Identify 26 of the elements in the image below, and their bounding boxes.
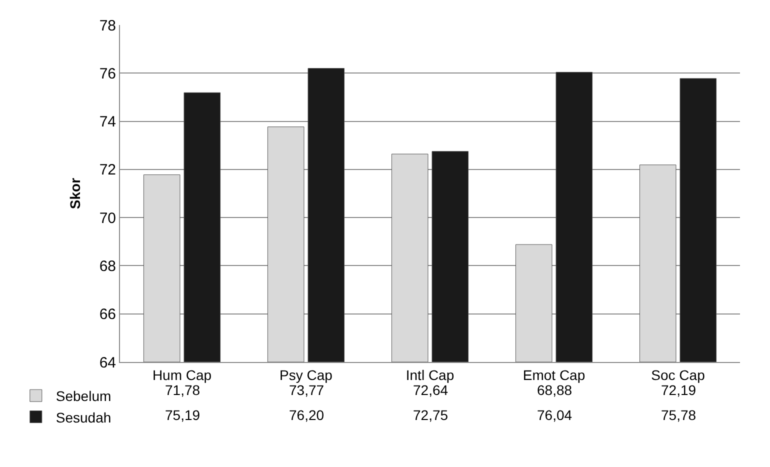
y-tick-label: 66 [99, 306, 116, 324]
y-axis-title: Skor [66, 177, 83, 210]
y-tick-label: 70 [99, 210, 116, 227]
data-label: 72,75 [413, 407, 448, 423]
legend-label: Sebelum [56, 388, 112, 404]
x-tick-label: Hum Cap [152, 366, 212, 383]
x-tick-label: Soc Cap [651, 366, 706, 383]
legend-label: Sesudah [56, 409, 112, 426]
y-tick-label: 68 [99, 258, 116, 275]
y-tick-label: 72 [99, 162, 116, 179]
data-label: 75,78 [661, 407, 696, 423]
y-tick-label: 64 [99, 354, 116, 372]
y-tick-label: 76 [99, 65, 116, 82]
data-label: 75,19 [165, 407, 200, 423]
data-label: 73,77 [289, 382, 324, 398]
data-label: 76,20 [289, 407, 324, 423]
data-label: 76,04 [537, 407, 572, 423]
x-tick-label: Psy Cap [280, 366, 333, 383]
x-tick-label: Emot Cap [522, 366, 586, 383]
y-tick-label: 78 [99, 17, 116, 34]
data-label: 71,78 [165, 382, 200, 398]
data-label: 72,19 [661, 382, 696, 398]
x-tick-label: Intl Cap [406, 366, 454, 383]
data-label: 68,88 [537, 382, 572, 398]
data-label: 72,64 [413, 382, 448, 398]
y-tick-label: 74 [99, 114, 116, 131]
